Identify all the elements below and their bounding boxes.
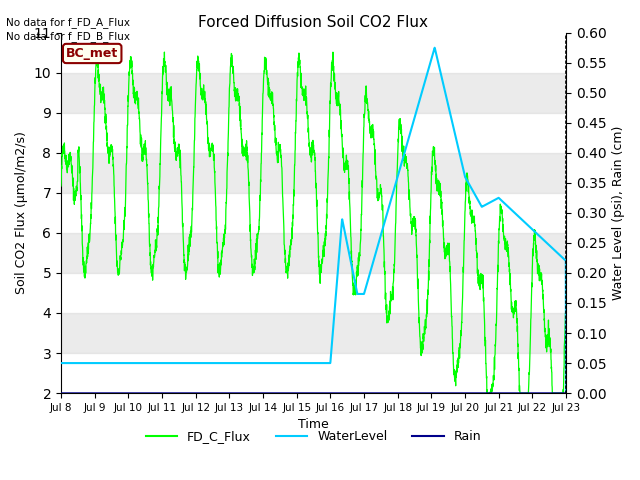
Bar: [61, 72, 566, 113]
Text: BC_met: BC_met: [66, 47, 118, 60]
Y-axis label: Soil CO2 Flux (μmol/m2/s): Soil CO2 Flux (μmol/m2/s): [15, 132, 28, 294]
Legend: FD_C_Flux, WaterLevel, Rain: FD_C_Flux, WaterLevel, Rain: [141, 425, 486, 448]
Y-axis label: Water Level (psi), Rain (cm): Water Level (psi), Rain (cm): [612, 126, 625, 300]
Title: Forced Diffusion Soil CO2 Flux: Forced Diffusion Soil CO2 Flux: [198, 15, 429, 30]
Bar: [61, 233, 566, 273]
Bar: [61, 153, 566, 193]
X-axis label: Time: Time: [298, 419, 329, 432]
Text: No data for f_FD_A_Flux: No data for f_FD_A_Flux: [6, 17, 131, 28]
Text: No data for f_FD_B_Flux: No data for f_FD_B_Flux: [6, 31, 131, 42]
Bar: [61, 313, 566, 353]
